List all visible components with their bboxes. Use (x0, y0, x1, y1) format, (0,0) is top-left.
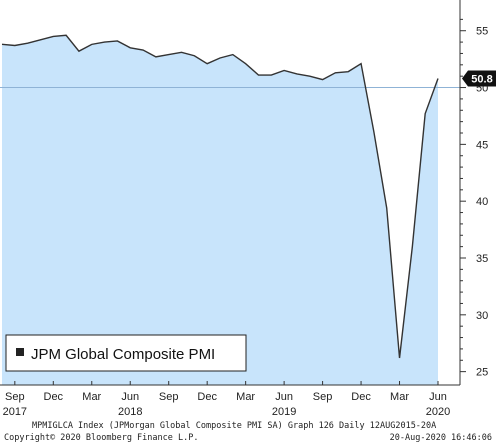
last-value-tag-background (462, 70, 496, 87)
last-value-tag: 50.8 (462, 70, 496, 87)
y-tick-label: 55 (476, 26, 488, 38)
x-tick-label: Sep (313, 391, 333, 403)
x-tick-label: Jun (429, 391, 447, 403)
legend-swatch (16, 348, 24, 356)
x-tick-label: Sep (159, 391, 179, 403)
x-tick-label: Jun (121, 391, 139, 403)
footer-copyright: Copyright© 2020 Bloomberg Finance L.P. (4, 433, 198, 443)
x-year-label: 2020 (426, 406, 450, 418)
last-value-label: 50.8 (471, 73, 492, 85)
footer-description: MPMIGLCA Index (JPMorgan Global Composit… (32, 421, 436, 431)
y-tick-label: 40 (476, 196, 488, 208)
legend-label: JPM Global Composite PMI (31, 346, 215, 363)
x-tick-label: Jun (275, 391, 293, 403)
x-tick-label: Mar (390, 391, 409, 403)
x-tick-label: Dec (197, 391, 217, 403)
x-tick-label: Sep (5, 391, 25, 403)
x-year-label: 2017 (3, 406, 27, 418)
y-tick-label: 45 (476, 139, 488, 151)
x-tick-label: Dec (44, 391, 64, 403)
series-line (1, 34, 439, 359)
x-tick-label: Mar (82, 391, 101, 403)
legend: JPM Global Composite PMI (5, 334, 247, 372)
y-tick-label: 35 (476, 253, 488, 265)
x-tick-label: Mar (236, 391, 255, 403)
x-year-label: 2018 (118, 406, 142, 418)
x-year-label: 2019 (272, 406, 296, 418)
x-axis: Sep Dec Mar Jun Sep Dec Mar Jun Sep Dec Mar Jun 2017… (0, 381, 460, 418)
y-tick-label: 25 (476, 367, 488, 379)
legend-box (5, 334, 247, 372)
footer-timestamp: 20-Aug-2020 16:46:06 (390, 433, 492, 443)
y-tick-label: 30 (476, 310, 488, 322)
x-tick-label: Dec (351, 391, 371, 403)
series-area-fill (2, 35, 438, 386)
